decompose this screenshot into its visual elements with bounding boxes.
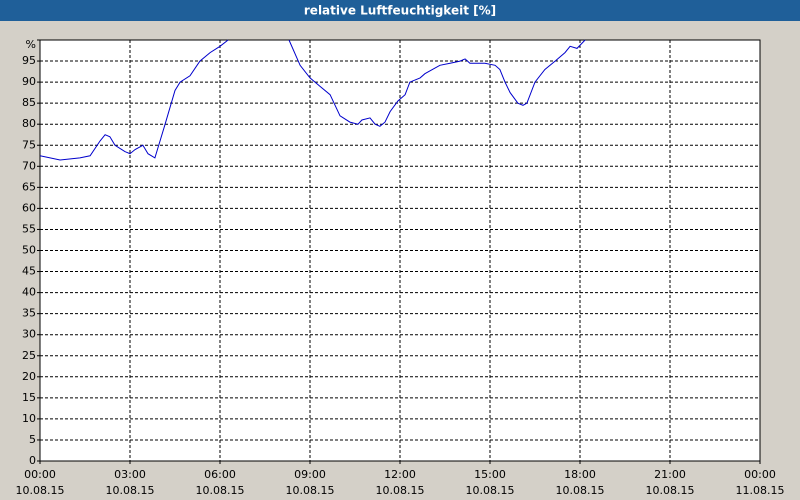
y-tick-label: 95 xyxy=(22,54,36,67)
x-tick-date: 10.08.15 xyxy=(286,484,335,497)
x-tick-date: 10.08.15 xyxy=(16,484,65,497)
x-tick-date: 11.08.15 xyxy=(736,484,785,497)
data-line xyxy=(39,39,586,161)
y-tick-label: % xyxy=(26,38,36,51)
y-tick-label: 10 xyxy=(22,412,36,425)
x-tick-date: 10.08.15 xyxy=(556,484,605,497)
chart-title: relative Luftfeuchtigkeit [%] xyxy=(304,4,496,18)
x-tick-date: 10.08.15 xyxy=(376,484,425,497)
y-tick-label: 50 xyxy=(22,244,36,257)
y-tick-label: 60 xyxy=(22,201,36,214)
y-tick-label: 40 xyxy=(22,286,36,299)
y-tick-label: 15 xyxy=(22,391,36,404)
y-tick-label: 25 xyxy=(22,349,36,362)
x-tick-label: 09:00 xyxy=(294,468,326,481)
y-tick-label: 75 xyxy=(22,138,36,151)
x-tick-date: 10.08.15 xyxy=(106,484,155,497)
y-tick-label: 20 xyxy=(22,370,36,383)
x-tick-date: 10.08.15 xyxy=(466,484,515,497)
y-tick-label: 65 xyxy=(22,180,36,193)
x-tick-label: 03:00 xyxy=(114,468,146,481)
y-tick-label: 80 xyxy=(22,117,36,130)
y-tick-label: 70 xyxy=(22,159,36,172)
x-tick-label: 00:00 xyxy=(744,468,776,481)
y-tick-label: 35 xyxy=(22,307,36,320)
x-tick-label: 06:00 xyxy=(204,468,236,481)
y-tick-label: 45 xyxy=(22,265,36,278)
x-tick-label: 21:00 xyxy=(654,468,686,481)
x-tick-label: 00:00 xyxy=(24,468,56,481)
x-tick-label: 12:00 xyxy=(384,468,416,481)
title-bar xyxy=(0,0,800,21)
x-tick-date: 10.08.15 xyxy=(646,484,695,497)
y-tick-label: 90 xyxy=(22,75,36,88)
x-tick-label: 15:00 xyxy=(474,468,506,481)
x-tick-date: 10.08.15 xyxy=(196,484,245,497)
y-tick-label: 5 xyxy=(29,433,36,446)
x-tick-label: 18:00 xyxy=(564,468,596,481)
y-tick-label: 0 xyxy=(29,454,36,467)
y-tick-label: 30 xyxy=(22,328,36,341)
y-tick-label: 85 xyxy=(22,96,36,109)
y-tick-label: 55 xyxy=(22,222,36,235)
